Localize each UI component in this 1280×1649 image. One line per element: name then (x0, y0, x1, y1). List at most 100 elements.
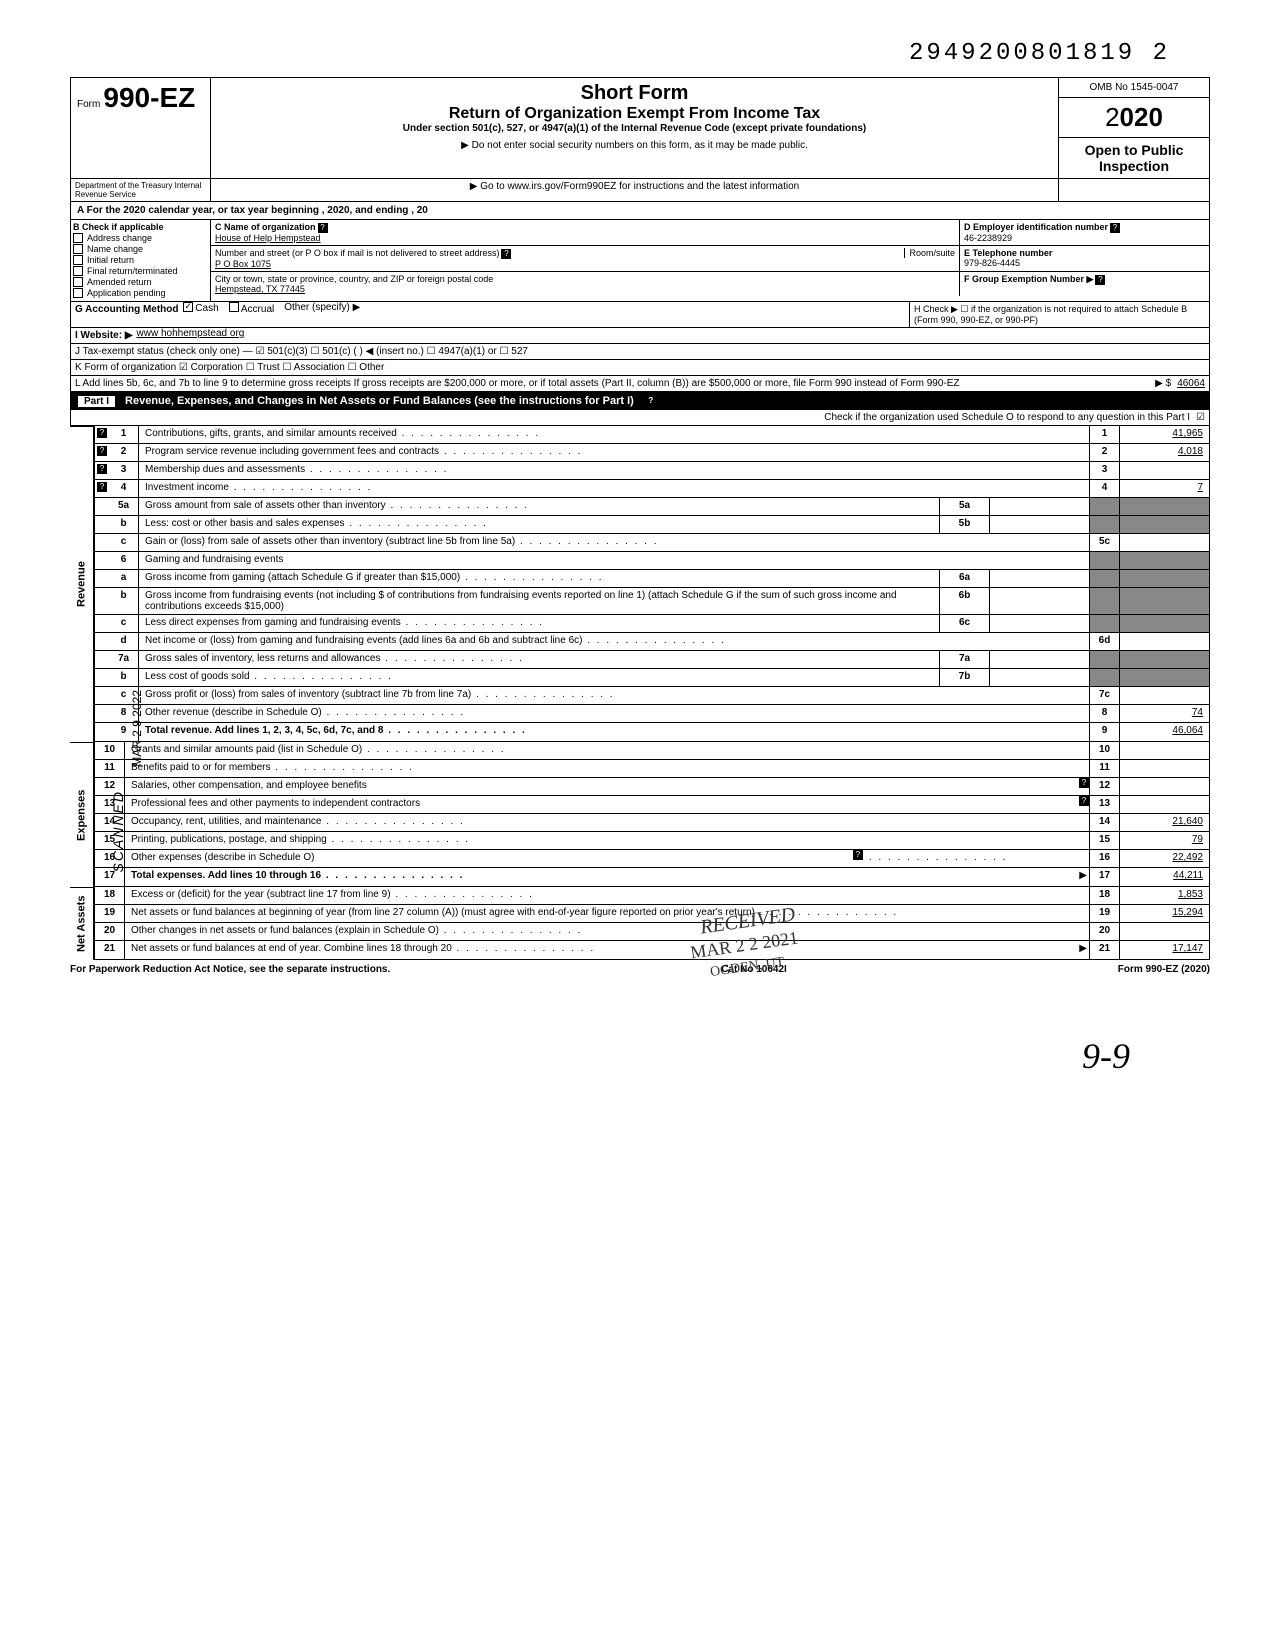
ln6d-val (1119, 633, 1209, 650)
chk-name-change[interactable] (73, 244, 83, 254)
shaded (1119, 669, 1209, 686)
ln9-val: 46,064 (1119, 723, 1209, 741)
ln17-desc: Total expenses. Add lines 10 through 16 (125, 868, 1077, 886)
section-e-label: E Telephone number (964, 248, 1052, 258)
website: www hohhempstead org (137, 328, 245, 343)
ln7a-desc: Gross sales of inventory, less returns a… (139, 651, 939, 668)
shaded (1119, 651, 1209, 668)
row-j: J Tax-exempt status (check only one) — ☑… (70, 344, 1210, 360)
ln8-val: 74 (1119, 705, 1209, 722)
ln17-val: 44,211 (1119, 868, 1209, 886)
section-f-label: F Group Exemption Number ▶ (964, 274, 1093, 284)
title-short-form: Short Form (219, 82, 1050, 105)
ln12-rn: 12 (1089, 778, 1119, 795)
ln7c-rn: 7c (1089, 687, 1119, 704)
ln2-desc: Program service revenue including govern… (139, 444, 1089, 461)
ln3-num: 3 (109, 462, 139, 479)
ln3-desc: Membership dues and assessments (139, 462, 1089, 479)
help-icon[interactable]: ? (501, 249, 511, 259)
line-a-calendar-year: A For the 2020 calendar year, or tax yea… (70, 202, 1210, 220)
help-icon[interactable]: ? (97, 446, 107, 456)
checknote-check[interactable]: ☑ (1196, 412, 1205, 423)
row-l: L Add lines 5b, 6c, and 7b to line 9 to … (70, 376, 1210, 392)
dept-treasury: Department of the Treasury Internal Reve… (71, 179, 211, 201)
help-icon[interactable]: ? (1095, 275, 1105, 285)
ln14-val: 21,640 (1119, 814, 1209, 831)
ln2-val: 4,018 (1119, 444, 1209, 461)
chk-amended[interactable] (73, 277, 83, 287)
row-k: K Form of organization ☑ Corporation ☐ T… (70, 360, 1210, 376)
chk-app-pending[interactable] (73, 288, 83, 298)
chk-cash[interactable] (183, 302, 193, 312)
subtitle: Under section 501(c), 527, or 4947(a)(1)… (219, 123, 1050, 134)
ln5c-rn: 5c (1089, 534, 1119, 551)
ln14-desc: Occupancy, rent, utilities, and maintena… (125, 814, 1089, 831)
ln10-num: 10 (95, 742, 125, 759)
chk-initial-return[interactable] (73, 255, 83, 265)
ln19-desc: Net assets or fund balances at beginning… (125, 905, 1089, 922)
ln5c-desc: Gain or (loss) from sale of assets other… (139, 534, 1089, 551)
ln1-val: 41,965 (1119, 426, 1209, 443)
ln5c-num: c (109, 534, 139, 551)
help-icon[interactable]: ? (853, 850, 863, 860)
row-h: H Check ▶ ☐ if the organization is not r… (909, 302, 1209, 327)
ln2-rn: 2 (1089, 444, 1119, 461)
section-d-label: D Employer identification number (964, 222, 1108, 232)
shaded (1089, 552, 1119, 569)
help-icon[interactable]: ? (646, 396, 656, 406)
shaded (1119, 615, 1209, 632)
ln5c-val (1119, 534, 1209, 551)
title-return: Return of Organization Exempt From Incom… (219, 105, 1050, 123)
ln15-rn: 15 (1089, 832, 1119, 849)
ln14-rn: 14 (1089, 814, 1119, 831)
ln6b-sn: 6b (939, 588, 989, 614)
ln21-rn: 21 (1089, 941, 1119, 959)
ln5b-sn: 5b (939, 516, 989, 533)
footer-left: For Paperwork Reduction Act Notice, see … (70, 964, 390, 975)
ln19-num: 19 (95, 905, 125, 922)
lbl-cash: Cash (195, 303, 218, 314)
lbl-app-pending: Application pending (87, 288, 166, 298)
side-expenses: Expenses (70, 742, 94, 887)
ln11-rn: 11 (1089, 760, 1119, 777)
help-icon[interactable]: ? (1079, 796, 1089, 806)
ln20-rn: 20 (1089, 923, 1119, 940)
help-icon[interactable]: ? (97, 482, 107, 492)
ln6a-num: a (109, 570, 139, 587)
ln6d-rn: 6d (1089, 633, 1119, 650)
help-icon[interactable]: ? (318, 223, 328, 233)
shaded (1089, 498, 1119, 515)
chk-address-change[interactable] (73, 233, 83, 243)
ln18-desc: Excess or (deficit) for the year (subtra… (125, 887, 1089, 904)
chk-accrual[interactable] (229, 302, 239, 312)
ln5a-sn: 5a (939, 498, 989, 515)
shaded (1089, 651, 1119, 668)
note-ssn: ▶ Do not enter social security numbers o… (219, 140, 1050, 151)
l-arrow: ▶ $ (1155, 378, 1171, 389)
ln1-num: 1 (109, 426, 139, 443)
help-icon[interactable]: ? (1110, 223, 1120, 233)
help-icon[interactable]: ? (1079, 778, 1089, 788)
row-g: G Accounting Method Cash Accrual Other (… (70, 302, 1210, 328)
help-icon[interactable]: ? (97, 464, 107, 474)
ln1-desc: Contributions, gifts, grants, and simila… (139, 426, 1089, 443)
ln19-rn: 19 (1089, 905, 1119, 922)
shaded (1119, 552, 1209, 569)
tax-year: 2020 (1059, 98, 1209, 138)
ln5a-sv (989, 498, 1089, 515)
ln5a-num: 5a (109, 498, 139, 515)
lbl-name-change: Name change (87, 244, 143, 254)
ln6d-desc: Net income or (loss) from gaming and fun… (139, 633, 1089, 650)
help-icon[interactable]: ? (97, 428, 107, 438)
shaded (1119, 498, 1209, 515)
chk-final-return[interactable] (73, 266, 83, 276)
ln18-val: 1,853 (1119, 887, 1209, 904)
stamp-number: 2949200801819 2 (70, 40, 1210, 67)
ein: 46-2238929 (964, 233, 1012, 243)
ln6d-num: d (109, 633, 139, 650)
part1-title: Revenue, Expenses, and Changes in Net As… (125, 395, 634, 407)
ln6-desc: Gaming and fundraising events (139, 552, 1089, 569)
shaded (1089, 615, 1119, 632)
addr-label: Number and street (or P O box if mail is… (215, 248, 499, 258)
form-number: 990-EZ (103, 82, 195, 113)
